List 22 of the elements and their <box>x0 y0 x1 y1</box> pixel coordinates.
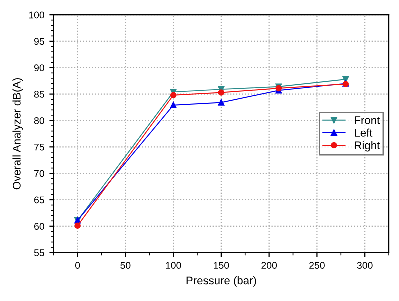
y-tick-label: 90 <box>34 64 44 72</box>
y-tick-label: 60 <box>34 223 44 230</box>
y-tick-label: 100 <box>29 12 44 19</box>
x-tick-label: 250 <box>310 262 325 270</box>
y-tick-label: 95 <box>34 38 44 46</box>
x-tick-label: 150 <box>214 262 230 270</box>
legend-label: Left <box>355 128 373 137</box>
y-tick-label: 55 <box>34 250 44 256</box>
x-axis-title: Pressure (bar) <box>186 276 256 287</box>
y-axis-title: Overall Analyzer dB(A) <box>12 78 24 190</box>
x-tick-label: 300 <box>357 262 373 270</box>
y-tick-label: 85 <box>34 91 44 98</box>
y-tick-label: 65 <box>34 196 44 204</box>
legend-label: Front <box>355 116 380 124</box>
x-tick-label: 200 <box>262 262 278 270</box>
y-tick-label: 75 <box>34 144 44 151</box>
y-tick-label: 70 <box>34 170 44 178</box>
x-tick-label: 0 <box>75 262 80 270</box>
y-tick-label: 80 <box>34 117 44 124</box>
x-tick-label: 100 <box>166 262 182 270</box>
legend-label: Right <box>355 141 380 152</box>
x-tick-label: 50 <box>120 262 131 270</box>
